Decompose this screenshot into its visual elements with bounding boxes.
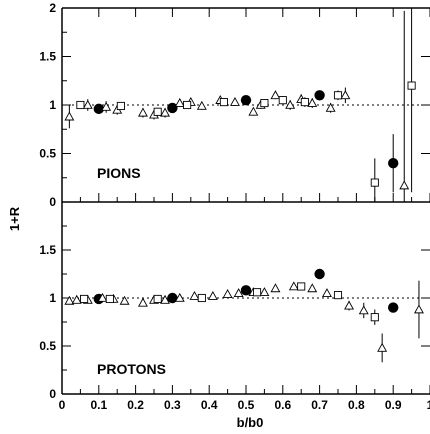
data-point-open-triangle (285, 99, 296, 109)
data-point-open-triangle (101, 101, 112, 111)
y-tick-label: 2 (49, 1, 56, 15)
data-point-open-square (116, 101, 125, 111)
x-tick-label: 0.4 (201, 398, 218, 412)
data-point-open-triangle (160, 294, 171, 304)
data-point-open-square (300, 98, 309, 107)
data-point-open-square (219, 98, 228, 107)
x-axis-title: b/b0 (237, 415, 264, 430)
data-point-open-triangle (413, 304, 424, 314)
data-point-open-triangle (307, 283, 318, 293)
protons-panel: 0 0.5 1 1.5 0 0.1 0.2 0.3 0.4 0.5 0.6 0.7 0.8 0.9 1 PRO… (39, 201, 430, 412)
data-point-open-triangle (82, 99, 93, 109)
y-axis-title: 1+R (7, 206, 22, 231)
data-point-open-square (197, 293, 206, 303)
x-tick-label: 0.9 (385, 398, 402, 412)
data-point-open-square (153, 107, 162, 116)
data-point-open-triangle (174, 97, 185, 107)
y-tick-label: 0 (49, 387, 56, 401)
x-tick-label: 0.1 (90, 398, 107, 412)
data-point-open-triangle (307, 97, 318, 107)
x-tick-label: 1 (427, 398, 430, 412)
data-point-open-square (76, 100, 85, 110)
y-tick-label: 1.5 (39, 50, 56, 64)
data-point-filled-circle (240, 285, 252, 296)
data-point-open-triangle (259, 287, 270, 297)
panel-label: PROTONS (97, 361, 166, 377)
data-point-open-triangle (344, 300, 355, 310)
y-tick-label: 1.5 (39, 243, 56, 257)
data-point-filled-circle (93, 103, 105, 115)
data-point-open-triangle (71, 294, 82, 304)
data-point-open-square (105, 294, 114, 304)
data-point-open-triangle (64, 295, 75, 305)
data-point-open-square (370, 313, 379, 322)
data-point-open-triangle (399, 180, 410, 190)
data-point-filled-circle (388, 158, 399, 169)
x-tick-label: 0.6 (274, 398, 291, 412)
data-point-open-triangle (288, 281, 299, 291)
data-point-open-triangle (340, 90, 351, 100)
axis-labels: b/b0 1+R (7, 206, 263, 430)
data-point-open-triangle (321, 288, 332, 298)
data-point-open-triangle (196, 100, 207, 110)
data-point-open-triangle (97, 292, 108, 302)
data-point-filled-circle (240, 94, 252, 106)
data-point-open-square (252, 288, 262, 297)
x-tick-label: 0 (59, 398, 66, 412)
x-tick-label: 0.2 (127, 398, 144, 412)
pions-panel: 0 0.5 1 1.5 2 PIONS (39, 1, 430, 209)
data-point-open-triangle (137, 107, 148, 117)
data-point-open-triangle (207, 290, 218, 300)
data-point-open-triangle (229, 96, 240, 106)
data-point-open-triangle (137, 297, 148, 307)
data-point-open-square (333, 291, 343, 300)
data-point-open-triangle (160, 107, 171, 117)
data-point-open-square (153, 294, 162, 304)
data-point-filled-circle (167, 292, 178, 304)
data-point-open-triangle (189, 290, 200, 300)
data-point-open-triangle (119, 295, 130, 305)
data-point-open-triangle (222, 289, 233, 298)
data-point-open-triangle (270, 283, 281, 293)
data-point-open-square (278, 96, 287, 105)
x-tick-label: 0.3 (164, 398, 181, 412)
panel-label: PIONS (97, 165, 141, 181)
data-point-open-triangle (358, 305, 369, 315)
data-point-open-square (297, 282, 306, 291)
y-tick-label: 0.5 (39, 147, 56, 161)
x-tick-label: 0.5 (238, 398, 255, 412)
data-point-open-square (260, 99, 269, 108)
data-point-filled-circle (314, 90, 325, 101)
y-tick-label: 0.5 (39, 339, 56, 353)
data-point-filled-circle (167, 102, 178, 114)
data-point-open-triangle (270, 90, 281, 100)
data-point-open-square (370, 178, 379, 187)
x-tick-label: 0.8 (348, 398, 365, 412)
data-points (64, 8, 416, 202)
data-point-open-triangle (377, 342, 388, 352)
data-point-open-square (333, 91, 343, 100)
data-point-open-triangle (233, 288, 244, 298)
data-points (64, 268, 424, 363)
data-point-filled-circle (388, 302, 399, 313)
data-point-open-triangle (64, 111, 75, 121)
y-tick-label: 0 (49, 195, 56, 209)
y-tick-label: 1 (49, 98, 56, 112)
data-point-open-square (183, 100, 192, 110)
data-point-open-triangle (325, 102, 336, 112)
data-point-open-triangle (174, 292, 185, 302)
data-point-open-triangle (248, 106, 259, 116)
data-point-open-square (407, 81, 416, 90)
y-tick-label: 1 (49, 291, 56, 305)
data-point-open-square (80, 294, 89, 304)
data-point-filled-circle (314, 268, 325, 280)
x-tick-label: 0.7 (311, 398, 328, 412)
